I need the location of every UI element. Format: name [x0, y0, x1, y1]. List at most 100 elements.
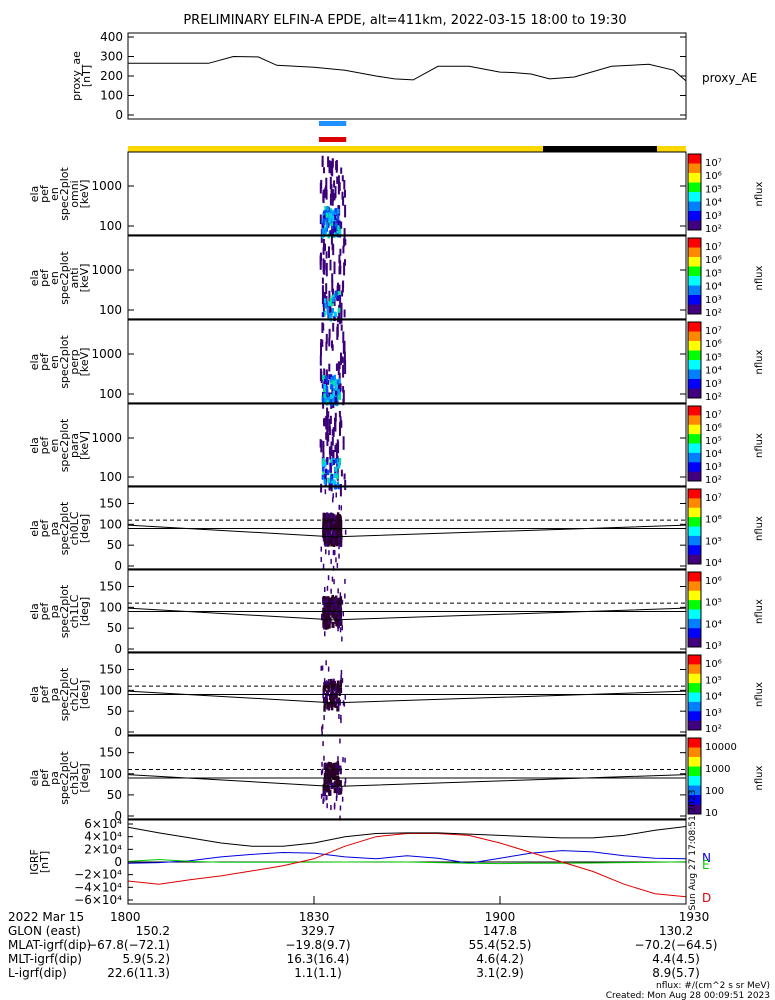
- y-axis-label: pef: [38, 519, 51, 538]
- spectrogram-pixel: [326, 206, 329, 211]
- igrf-series-line: [127, 826, 687, 847]
- spectrogram-pixel: [324, 473, 327, 479]
- spectrogram-pixel: [337, 516, 340, 523]
- spectrogram-pixel: [332, 519, 334, 525]
- y-axis-label: anti: [68, 267, 81, 288]
- y-axis-label: [keV]: [78, 180, 91, 209]
- y-tick-label: 6×10⁴: [84, 817, 122, 831]
- colorbar-label: nflux: [754, 682, 765, 707]
- y-axis-label: pef: [38, 768, 51, 787]
- spectrogram-pixel: [328, 426, 331, 435]
- spectrogram-pixel: [323, 755, 325, 761]
- spectrogram-pixel: [325, 763, 328, 770]
- colorbar-tick-label: 10²: [705, 224, 722, 235]
- spectrogram-pixel: [338, 699, 341, 705]
- spectrogram-pixel: [342, 390, 345, 404]
- spectrogram-pixel: [339, 738, 341, 744]
- y-axis-label: pa: [48, 522, 61, 536]
- y-tick-label: 100: [99, 517, 122, 531]
- spectrogram-pixel: [336, 512, 340, 519]
- spectrogram-pixel: [325, 680, 328, 686]
- spectrogram-pixel: [328, 446, 331, 455]
- colorbar-tick-label: 10⁵: [705, 675, 722, 686]
- spectrogram-pixel: [325, 549, 327, 555]
- spectrogram-pixel: [321, 768, 324, 774]
- colorbar-tick-label: 100: [705, 786, 724, 797]
- spectrogram-pixel: [326, 417, 329, 431]
- y-axis-label: ch0LC: [68, 511, 81, 545]
- legend-entry: D: [702, 891, 711, 905]
- spectrogram-pixel: [329, 604, 332, 611]
- spectrogram-pixel: [336, 601, 340, 608]
- colorbar-segment: [688, 369, 701, 380]
- spectrogram-pixel: [338, 378, 341, 384]
- spectrogram-pixel: [322, 513, 326, 520]
- footer-row-label: MLAT-igrf(dip): [8, 938, 91, 952]
- colorbar-segment: [688, 747, 701, 758]
- footer-value: −70.2(−64.5): [635, 938, 718, 952]
- panel-frame: [127, 235, 687, 321]
- spectrogram-pixel: [327, 397, 331, 403]
- y-tick-label: 50: [107, 538, 122, 552]
- spectrogram-pixel: [325, 341, 328, 351]
- spectrogram-pixel: [323, 702, 327, 709]
- colorbar-label: nflux: [754, 516, 765, 541]
- spectrogram-pixel: [332, 322, 335, 332]
- colorbar-tick-label: 10⁷: [705, 493, 722, 504]
- colorbar-tick-label: 10⁶: [705, 339, 722, 350]
- y-tick-label: 400: [100, 30, 123, 44]
- spectrogram-pixel: [337, 307, 341, 313]
- colorbar-frame: [687, 405, 702, 482]
- spectrogram-pixel: [329, 230, 332, 236]
- legend-entry: N: [702, 851, 711, 865]
- spectrogram-pixel: [339, 679, 343, 686]
- spectrogram-pixel: [324, 243, 326, 251]
- spectrogram-pixel: [330, 688, 332, 694]
- y-tick-label: 0: [115, 108, 123, 122]
- spectrogram-pixel: [327, 411, 330, 418]
- science-zone-bar-blue: [318, 121, 347, 126]
- spectrogram-pixel: [331, 576, 334, 582]
- spectrogram-pixel: [326, 784, 329, 791]
- footer-row-label: GLON (east): [8, 924, 81, 938]
- spectrogram-pixel: [343, 473, 346, 480]
- spectrogram-pixel: [336, 613, 340, 620]
- spectrogram-pixel: [333, 610, 336, 617]
- spectrogram-pixel: [333, 261, 336, 275]
- spectrogram-pixel: [319, 182, 322, 194]
- spectrogram-pixel: [326, 379, 330, 385]
- spectrogram-pixel: [331, 594, 334, 601]
- spectrogram-pixel: [327, 540, 330, 547]
- spectrogram-pixel: [339, 815, 341, 821]
- spectrogram-pixel: [325, 177, 328, 190]
- spectrogram-pixel: [325, 390, 329, 396]
- colorbar-tick-label: 10⁵: [705, 184, 722, 195]
- spectrogram-pixel: [332, 460, 336, 465]
- loss-cone-line: [127, 690, 687, 704]
- colorbar-segment: [688, 295, 701, 305]
- spectrogram-pixel: [322, 192, 325, 202]
- spectrogram-pixel: [325, 262, 328, 277]
- colorbar-tick-label: 10⁴: [705, 619, 722, 630]
- colorbar-segment: [688, 322, 701, 332]
- spectrogram-pixel: [341, 290, 344, 297]
- spectrogram-pixel: [344, 189, 346, 198]
- y-axis-label: ela: [28, 186, 41, 203]
- spectrogram-pixel: [339, 788, 342, 795]
- y-axis-label: omni: [68, 180, 81, 207]
- spectrogram-pixel: [343, 238, 346, 247]
- spectrogram-pixel: [340, 718, 342, 724]
- spectrogram-pixel: [337, 222, 341, 228]
- spectrogram-pixel: [325, 514, 327, 520]
- legend-entry: E: [702, 858, 710, 872]
- colorbar-segment: [688, 266, 701, 277]
- spectrogram-pixel: [339, 484, 342, 497]
- spectrogram-pixel: [325, 251, 328, 259]
- spectrogram-pixel: [330, 231, 333, 245]
- y-axis-label: [keV]: [78, 264, 91, 293]
- spectrogram-pixel: [343, 701, 346, 707]
- spectrogram-pixel: [323, 298, 327, 304]
- spectrogram-pixel: [325, 283, 328, 295]
- spectrogram-pixel: [327, 761, 330, 768]
